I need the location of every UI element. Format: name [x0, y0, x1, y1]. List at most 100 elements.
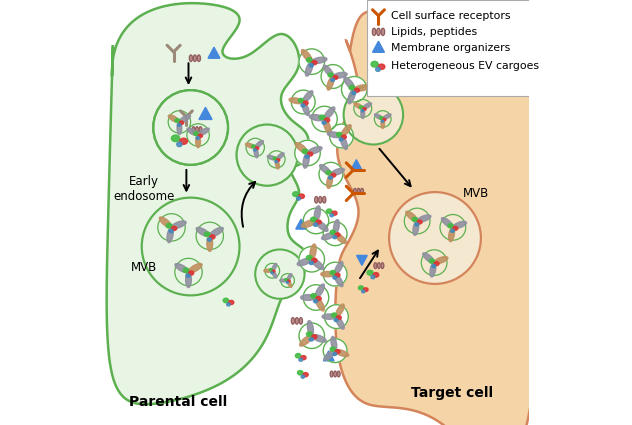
Ellipse shape: [300, 335, 312, 346]
Circle shape: [344, 85, 403, 144]
Ellipse shape: [322, 314, 336, 319]
Ellipse shape: [349, 85, 355, 90]
Ellipse shape: [377, 28, 380, 36]
Ellipse shape: [329, 176, 332, 179]
Ellipse shape: [287, 274, 292, 280]
FancyBboxPatch shape: [367, 0, 531, 96]
Ellipse shape: [195, 127, 198, 133]
Ellipse shape: [417, 220, 422, 224]
Ellipse shape: [196, 135, 200, 147]
Circle shape: [341, 76, 367, 102]
Ellipse shape: [330, 230, 336, 234]
Ellipse shape: [348, 89, 355, 104]
Circle shape: [255, 249, 305, 299]
Circle shape: [319, 162, 343, 186]
Text: Cell surface receptors: Cell surface receptors: [391, 11, 511, 21]
Ellipse shape: [285, 278, 288, 281]
Ellipse shape: [331, 78, 334, 82]
Text: MVB: MVB: [463, 187, 489, 200]
Text: Membrane organizers: Membrane organizers: [391, 43, 511, 53]
Ellipse shape: [314, 206, 320, 221]
Circle shape: [324, 305, 348, 329]
Ellipse shape: [269, 269, 272, 271]
Ellipse shape: [357, 188, 360, 194]
Ellipse shape: [381, 120, 384, 122]
Ellipse shape: [434, 262, 439, 266]
Ellipse shape: [330, 371, 333, 377]
Ellipse shape: [359, 106, 363, 109]
Ellipse shape: [355, 85, 370, 91]
Ellipse shape: [271, 272, 273, 274]
Ellipse shape: [295, 354, 301, 358]
Ellipse shape: [432, 265, 435, 268]
Text: Target cell: Target cell: [411, 386, 493, 400]
Polygon shape: [372, 41, 384, 52]
Ellipse shape: [175, 119, 179, 122]
Ellipse shape: [367, 270, 373, 275]
Ellipse shape: [334, 371, 337, 377]
Ellipse shape: [453, 221, 466, 228]
Ellipse shape: [286, 281, 288, 283]
Ellipse shape: [337, 371, 340, 377]
Ellipse shape: [335, 350, 340, 354]
Ellipse shape: [381, 28, 385, 36]
Ellipse shape: [167, 227, 173, 243]
Ellipse shape: [307, 58, 312, 62]
Ellipse shape: [298, 98, 303, 102]
Ellipse shape: [229, 300, 234, 304]
Ellipse shape: [303, 91, 313, 102]
Ellipse shape: [331, 168, 344, 175]
Circle shape: [299, 246, 324, 272]
Text: Parental cell: Parental cell: [129, 395, 227, 408]
Ellipse shape: [383, 119, 386, 121]
Circle shape: [330, 124, 353, 148]
Ellipse shape: [316, 221, 328, 231]
Ellipse shape: [194, 132, 198, 136]
Ellipse shape: [336, 316, 341, 320]
Ellipse shape: [315, 284, 324, 298]
Ellipse shape: [297, 258, 312, 266]
Ellipse shape: [227, 303, 230, 306]
Ellipse shape: [179, 115, 190, 122]
Ellipse shape: [337, 132, 342, 136]
Circle shape: [153, 90, 228, 165]
Ellipse shape: [315, 196, 318, 203]
Ellipse shape: [333, 72, 347, 78]
Ellipse shape: [252, 145, 255, 148]
Ellipse shape: [374, 263, 377, 269]
Ellipse shape: [255, 141, 264, 148]
Ellipse shape: [322, 233, 335, 240]
Ellipse shape: [309, 64, 313, 67]
Ellipse shape: [305, 62, 313, 76]
Circle shape: [236, 125, 298, 186]
Ellipse shape: [322, 121, 326, 124]
Text: Heterogeneous EV cargoes: Heterogeneous EV cargoes: [391, 61, 539, 71]
Ellipse shape: [381, 263, 384, 269]
Ellipse shape: [324, 107, 335, 119]
Ellipse shape: [276, 159, 279, 169]
Ellipse shape: [333, 352, 337, 356]
Ellipse shape: [307, 255, 312, 260]
Circle shape: [153, 90, 228, 165]
Ellipse shape: [375, 68, 380, 71]
Ellipse shape: [303, 373, 308, 377]
Ellipse shape: [307, 320, 313, 336]
Text: MVB: MVB: [131, 261, 157, 274]
Ellipse shape: [375, 114, 383, 119]
Ellipse shape: [307, 332, 312, 336]
Ellipse shape: [327, 174, 332, 188]
Ellipse shape: [324, 350, 336, 360]
Ellipse shape: [178, 124, 181, 126]
Ellipse shape: [333, 76, 338, 79]
Ellipse shape: [309, 115, 324, 121]
Ellipse shape: [302, 149, 308, 153]
Circle shape: [303, 208, 329, 234]
Ellipse shape: [335, 233, 340, 237]
Ellipse shape: [245, 143, 255, 148]
Ellipse shape: [423, 253, 434, 263]
Ellipse shape: [363, 288, 368, 292]
Ellipse shape: [335, 233, 346, 244]
Ellipse shape: [309, 338, 313, 341]
Ellipse shape: [412, 217, 418, 221]
Ellipse shape: [331, 173, 336, 177]
